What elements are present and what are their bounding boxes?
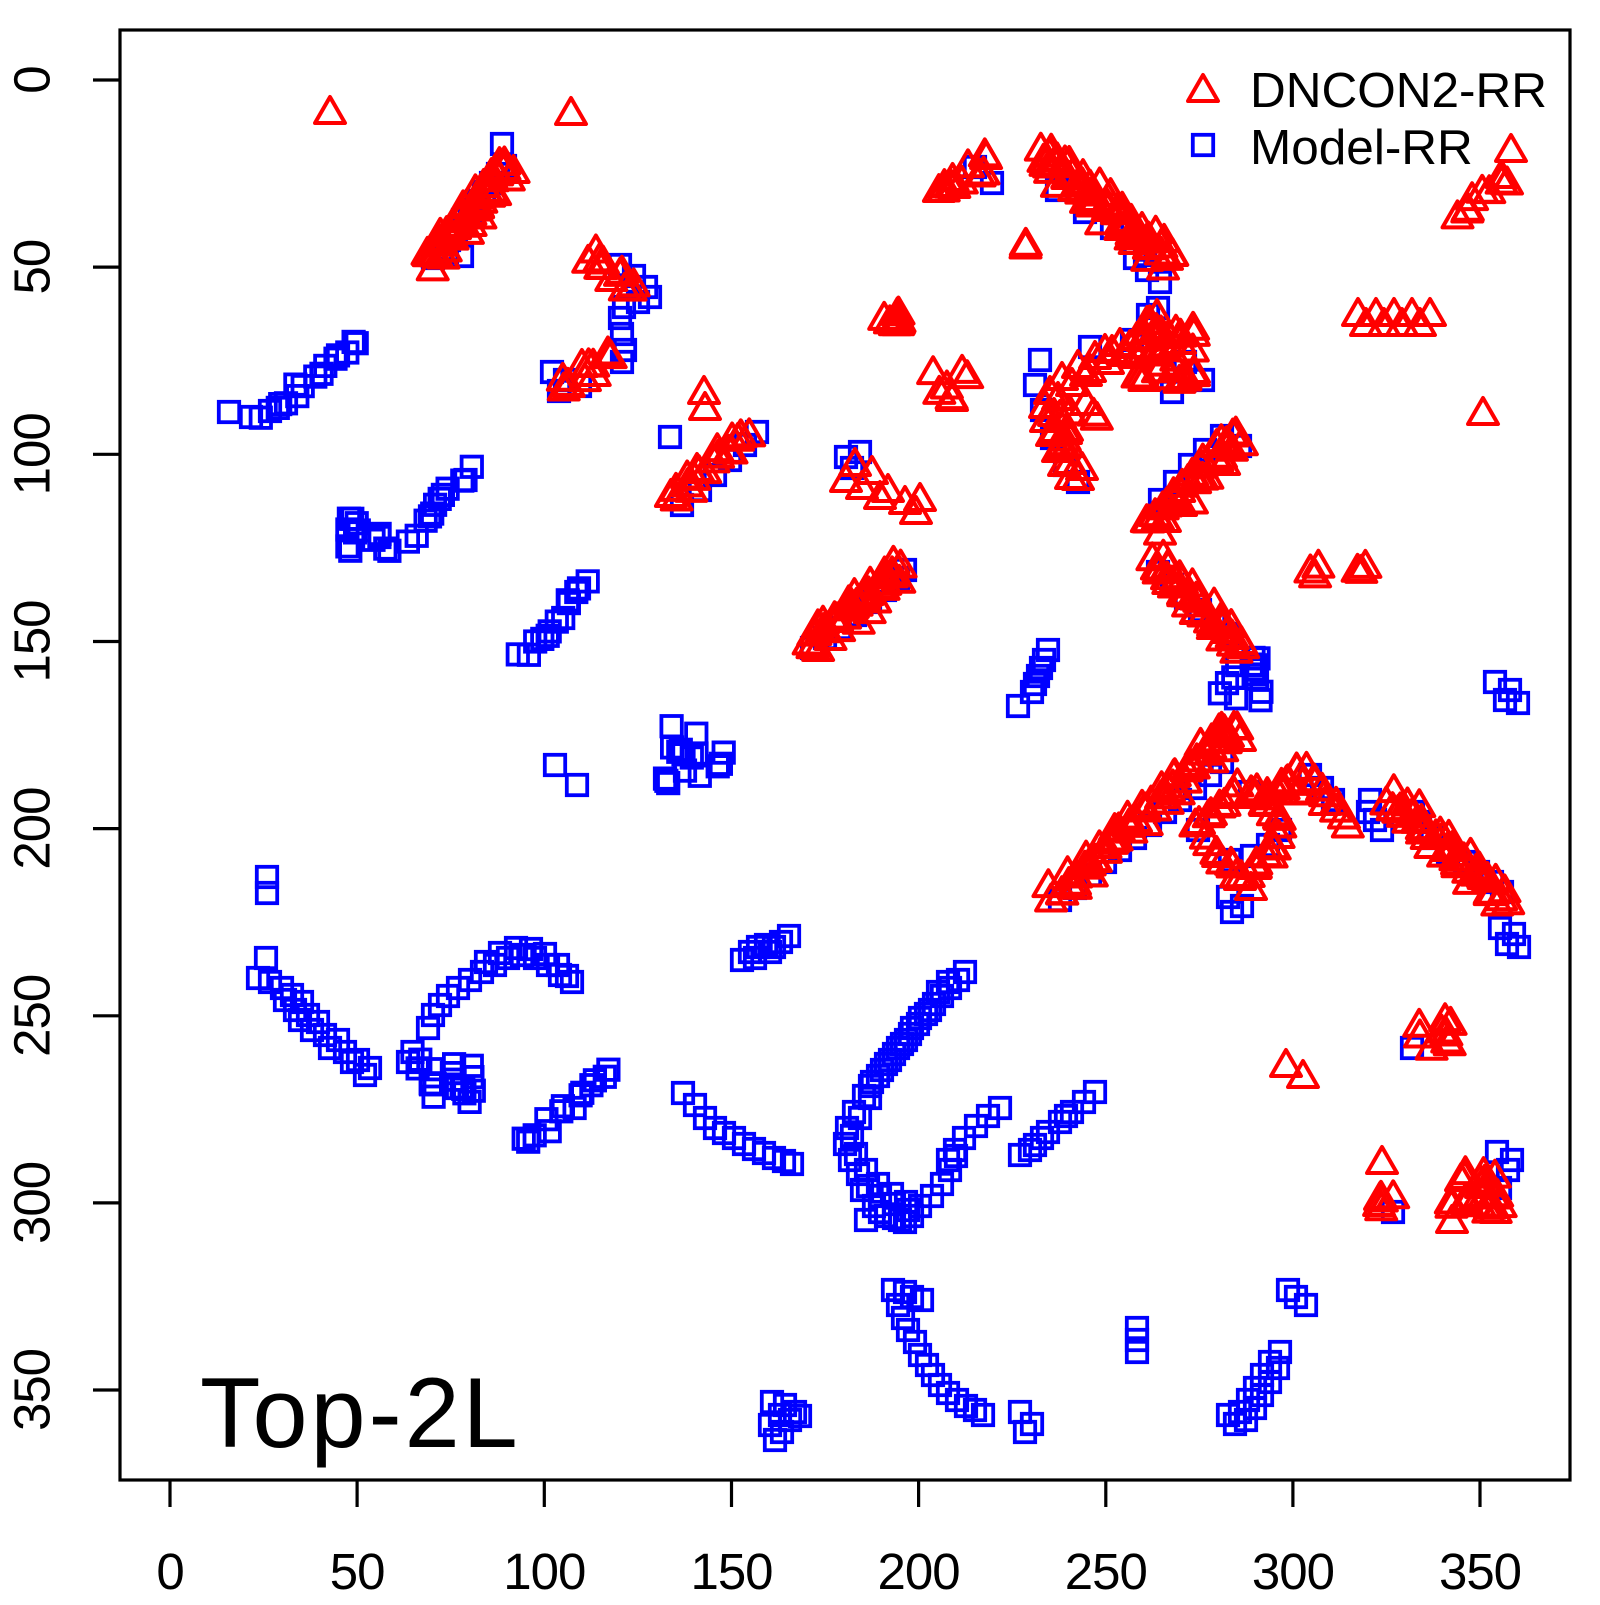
svg-text:250: 250 [4, 975, 61, 1057]
svg-text:0: 0 [156, 1543, 183, 1600]
svg-text:50: 50 [4, 240, 61, 295]
svg-text:0: 0 [4, 66, 61, 93]
svg-text:200: 200 [4, 788, 61, 870]
svg-text:350: 350 [4, 1349, 61, 1431]
svg-text:150: 150 [690, 1543, 772, 1600]
svg-text:150: 150 [4, 600, 61, 682]
svg-text:Top-2L: Top-2L [200, 1357, 521, 1468]
svg-text:Model-RR: Model-RR [1250, 120, 1473, 175]
svg-text:DNCON2-RR: DNCON2-RR [1250, 63, 1547, 118]
svg-text:100: 100 [4, 413, 61, 495]
svg-text:300: 300 [4, 1162, 61, 1244]
svg-text:250: 250 [1065, 1543, 1147, 1600]
svg-text:350: 350 [1439, 1543, 1521, 1600]
svg-text:100: 100 [503, 1543, 585, 1600]
svg-text:200: 200 [878, 1543, 960, 1600]
svg-text:50: 50 [330, 1543, 385, 1600]
svg-text:300: 300 [1252, 1543, 1334, 1600]
